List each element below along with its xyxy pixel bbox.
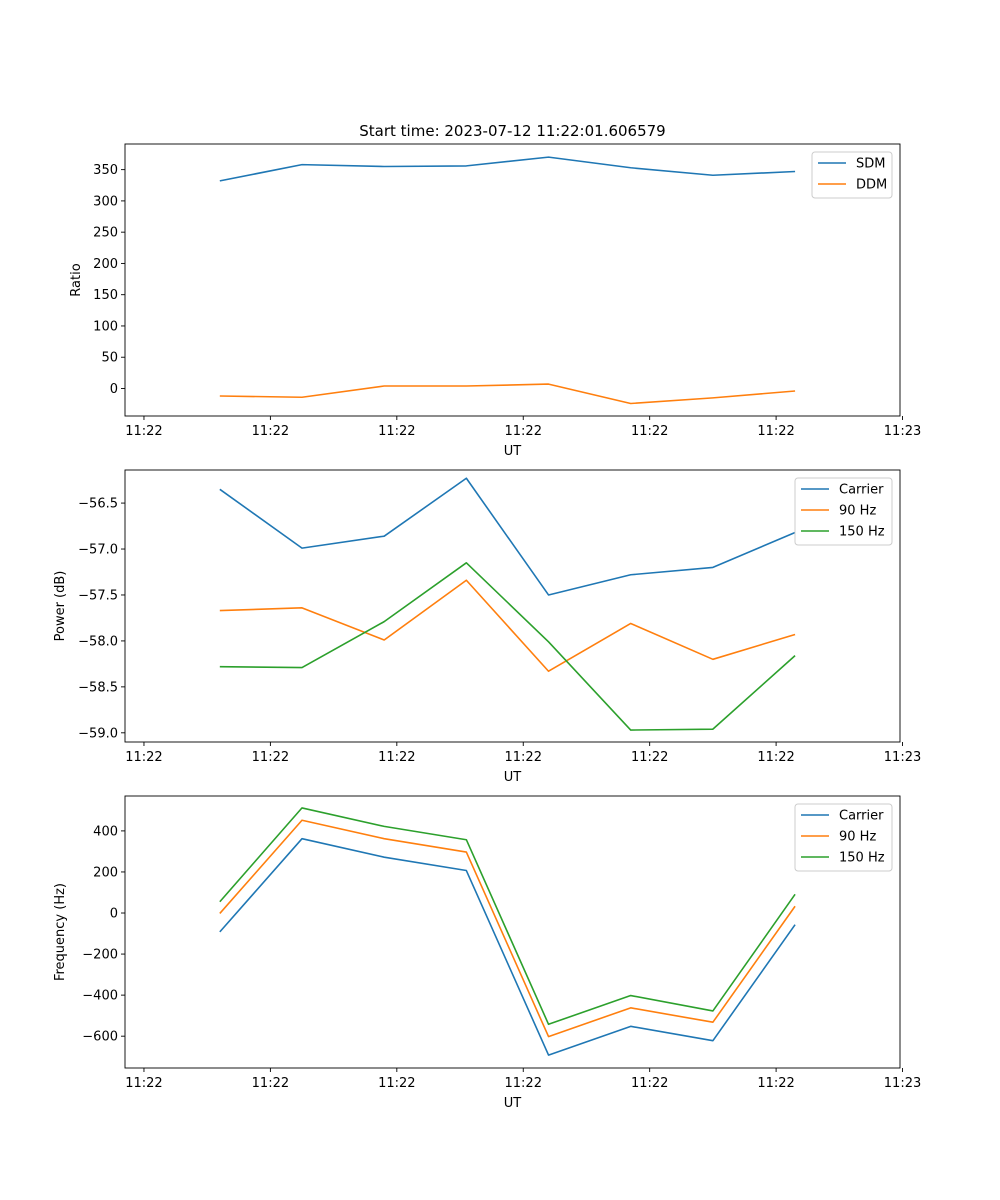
y-tick-label: 400: [93, 824, 118, 839]
series-line-150-hz: [219, 562, 796, 731]
panel-1: 11:22 11:22 11:22 11:22 11:22 11:22 11:23 0 50 10…: [69, 122, 921, 459]
legend-label: Carrier: [839, 483, 884, 498]
x-tick-label: 11:22: [125, 424, 162, 439]
x-tick-label: 11:22: [505, 1076, 542, 1091]
legend-box: [794, 477, 893, 546]
series-line-carrier: [219, 477, 796, 596]
y-tick-label: −400: [82, 989, 118, 1004]
x-tick-label: 11:22: [757, 1076, 794, 1091]
y-tick-label: −600: [82, 1030, 118, 1045]
series-line-150-hz: [219, 807, 796, 1026]
legend-label: SDM: [856, 157, 885, 172]
y-tick-label: −56.5: [78, 497, 118, 512]
x-tick-label: 11:23: [884, 1076, 921, 1091]
series-line-sdm: [219, 156, 796, 182]
series-line-90-hz: [219, 819, 796, 1038]
y-tick-label: 350: [93, 163, 118, 178]
y-tick-label: 250: [93, 226, 118, 241]
series-line-ddm: [219, 383, 796, 405]
panel-3: 11:22 11:22 11:22 11:22 11:22 11:22 11:23 −600 −…: [53, 795, 921, 1111]
y-tick-label: 0: [110, 382, 118, 397]
x-tick-label: 11:22: [757, 424, 794, 439]
x-tick-label: 11:22: [631, 424, 668, 439]
axes-frame: [124, 469, 901, 743]
y-tick-label: −57.5: [78, 588, 118, 603]
x-tick-label: 11:22: [252, 1076, 289, 1091]
panels-container: 11:22 11:22 11:22 11:22 11:22 11:22 11:23 0 50 10…: [53, 122, 921, 1111]
y-tick-label: 150: [93, 288, 118, 303]
y-tick-label: 300: [93, 194, 118, 209]
legend-label: 150 Hz: [839, 851, 885, 866]
y-tick-label: −200: [82, 948, 118, 963]
legend-label: Carrier: [839, 809, 884, 824]
series-line-90-hz: [219, 579, 796, 673]
legend-box: [794, 803, 893, 872]
x-axis-label: UT: [504, 770, 522, 785]
x-tick-label: 11:22: [378, 424, 415, 439]
x-tick-label: 11:22: [631, 750, 668, 765]
x-tick-label: 11:22: [378, 750, 415, 765]
y-tick-label: 0: [110, 907, 118, 922]
legend-label: 90 Hz: [839, 504, 876, 519]
x-tick-label: 11:22: [378, 1076, 415, 1091]
x-axis-label: UT: [504, 444, 522, 459]
x-tick-label: 11:23: [884, 424, 921, 439]
axes-frame: [124, 143, 901, 417]
y-tick-label: −57.0: [78, 543, 118, 558]
x-tick-label: 11:22: [125, 1076, 162, 1091]
legend-label: DDM: [856, 178, 887, 193]
legend-label: 150 Hz: [839, 525, 885, 540]
x-tick-label: 11:22: [252, 424, 289, 439]
y-tick-label: 50: [101, 351, 118, 366]
legend-label: 90 Hz: [839, 830, 876, 845]
x-tick-label: 11:22: [125, 750, 162, 765]
legend: Carrier 90 Hz 150 Hz: [794, 803, 893, 872]
y-tick-label: −58.5: [78, 680, 118, 695]
series-line-carrier: [219, 837, 796, 1056]
chart-title: Start time: 2023-07-12 11:22:01.606579: [359, 122, 665, 140]
y-axis-label: Ratio: [69, 263, 84, 296]
x-tick-label: 11:22: [631, 1076, 668, 1091]
y-axis-label: Power (dB): [53, 571, 68, 642]
legend: SDM DDM: [811, 151, 893, 199]
x-tick-label: 11:22: [505, 424, 542, 439]
y-tick-label: 200: [93, 257, 118, 272]
x-axis-label: UT: [504, 1096, 522, 1111]
panel-2: 11:22 11:22 11:22 11:22 11:22 11:22 11:23 −59.0…: [53, 469, 921, 785]
y-axis-label: Frequency (Hz): [53, 883, 68, 981]
axes-frame: [124, 795, 901, 1069]
y-tick-label: 200: [93, 865, 118, 880]
y-tick-label: −59.0: [78, 726, 118, 741]
legend: Carrier 90 Hz 150 Hz: [794, 477, 893, 546]
x-tick-label: 11:23: [884, 750, 921, 765]
x-tick-label: 11:22: [757, 750, 794, 765]
x-tick-label: 11:22: [505, 750, 542, 765]
x-tick-label: 11:22: [252, 750, 289, 765]
y-tick-label: 100: [93, 319, 118, 334]
y-tick-label: −58.0: [78, 634, 118, 649]
